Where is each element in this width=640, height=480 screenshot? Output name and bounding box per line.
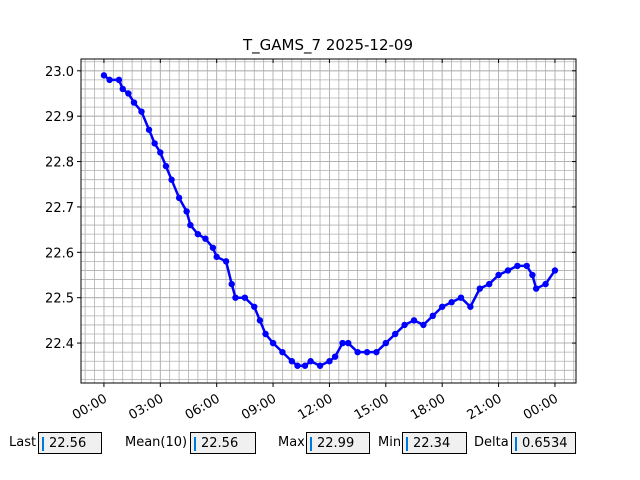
x-tick-label: 00:00 (70, 391, 110, 423)
data-point (183, 208, 190, 215)
data-point (339, 339, 346, 347)
stat-label: Mean(10) (125, 435, 188, 450)
x-tick-label: 09:00 (239, 391, 279, 423)
data-point (279, 348, 286, 356)
data-point (175, 194, 183, 202)
data-point (187, 221, 194, 229)
data-point (316, 362, 324, 369)
data-point (251, 303, 258, 310)
data-point (542, 280, 549, 288)
y-tick-label: 22.7 (45, 201, 74, 216)
data-point (269, 339, 277, 347)
data-point (401, 321, 408, 329)
data-point (294, 362, 301, 369)
data-point (209, 244, 217, 251)
stat-field[interactable]: 0.6534 (511, 432, 576, 454)
data-point (138, 108, 145, 115)
data-point (504, 267, 512, 274)
data-point (241, 294, 249, 301)
stat-label: Delta (474, 435, 509, 450)
chart-title: T_GAMS_7 2025-12-09 (242, 36, 413, 55)
data-point (476, 285, 483, 292)
data-point (438, 303, 446, 310)
data-point (232, 294, 239, 301)
x-tick-label: 18:00 (408, 391, 448, 423)
data-point (532, 285, 540, 292)
data-point (514, 262, 521, 270)
data-point (228, 280, 235, 288)
stat-field[interactable]: 22.56 (190, 432, 256, 454)
data-point (392, 330, 399, 338)
data-point (100, 72, 108, 79)
data-point (448, 299, 455, 306)
data-point (106, 76, 113, 84)
y-tick-label: 22.8 (45, 156, 74, 171)
stat-field[interactable]: 22.56 (38, 432, 102, 454)
data-point (130, 99, 138, 106)
stat-field[interactable]: 22.34 (402, 432, 467, 454)
data-point (354, 348, 361, 356)
y-tick-label: 22.9 (45, 110, 74, 125)
stat-label: Max (278, 435, 305, 450)
stat-field[interactable]: 22.99 (306, 432, 370, 454)
y-tick-label: 22.6 (45, 246, 74, 261)
data-point (213, 253, 220, 261)
y-tick-label: 23.0 (45, 65, 74, 80)
x-tick-label: 00:00 (521, 391, 561, 423)
data-point (529, 271, 536, 279)
data-point (145, 126, 153, 133)
data-point (373, 348, 380, 356)
data-point (495, 271, 502, 279)
data-point (119, 85, 126, 93)
data-point (194, 230, 202, 238)
data-point (151, 140, 158, 147)
data-point (256, 317, 264, 324)
data-point (485, 280, 493, 288)
x-tick-label: 12:00 (295, 391, 335, 423)
chart: T_GAMS_7 2025-12-09 22.4 22.5 22.6 22.7 22.8… (45, 36, 577, 423)
data-point (410, 317, 418, 324)
data-point (467, 303, 474, 310)
x-tick-label: 06:00 (183, 391, 223, 423)
y-tick-label: 22.4 (45, 337, 74, 352)
x-tick-label: 03:00 (126, 391, 166, 423)
data-point (331, 353, 339, 360)
data-point (262, 330, 269, 338)
data-point (115, 76, 123, 84)
data-point (301, 362, 309, 369)
stat-label: Min (378, 435, 402, 450)
data-point (288, 358, 296, 365)
data-point (157, 149, 164, 156)
data-point (382, 339, 390, 347)
data-point (429, 312, 436, 320)
data-point (523, 262, 530, 270)
y-tick-label: 22.5 (45, 292, 74, 307)
data-point (551, 267, 559, 274)
data-point (457, 294, 465, 301)
data-point (326, 358, 333, 365)
data-point (222, 258, 230, 265)
plot-frame (80, 58, 577, 384)
data-point (125, 90, 132, 97)
data-point (168, 176, 175, 183)
stat-label: Last (9, 435, 37, 450)
data-point (420, 321, 427, 329)
data-point (363, 348, 371, 356)
x-tick-label: 21:00 (465, 391, 505, 423)
data-point (307, 358, 314, 365)
x-tick-label: 15:00 (352, 391, 392, 423)
data-point (345, 339, 352, 347)
data-point (202, 235, 209, 242)
data-point (162, 162, 170, 170)
